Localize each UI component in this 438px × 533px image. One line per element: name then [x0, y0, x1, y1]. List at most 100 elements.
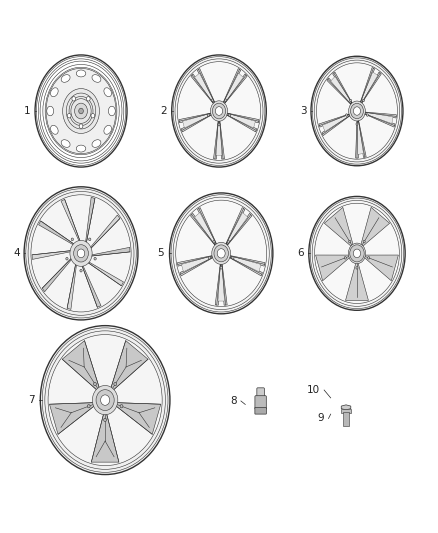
Polygon shape	[191, 213, 217, 247]
Ellipse shape	[104, 418, 106, 422]
Ellipse shape	[353, 107, 360, 115]
Polygon shape	[357, 122, 364, 155]
Ellipse shape	[349, 240, 351, 243]
Ellipse shape	[207, 114, 209, 116]
Polygon shape	[228, 256, 262, 276]
Polygon shape	[226, 213, 252, 247]
Ellipse shape	[220, 266, 223, 269]
Ellipse shape	[366, 114, 368, 116]
Polygon shape	[346, 262, 368, 301]
Polygon shape	[92, 410, 119, 462]
Polygon shape	[181, 114, 213, 132]
Polygon shape	[49, 402, 97, 434]
Ellipse shape	[94, 383, 96, 386]
Ellipse shape	[215, 107, 223, 115]
Ellipse shape	[92, 75, 101, 82]
Ellipse shape	[71, 238, 74, 241]
Ellipse shape	[356, 266, 358, 269]
Ellipse shape	[232, 256, 234, 259]
Polygon shape	[358, 118, 366, 157]
Text: 6: 6	[297, 248, 304, 259]
Ellipse shape	[363, 240, 365, 243]
Ellipse shape	[79, 124, 83, 128]
FancyBboxPatch shape	[341, 409, 351, 413]
Ellipse shape	[50, 88, 58, 96]
Ellipse shape	[212, 103, 226, 119]
Polygon shape	[324, 207, 353, 247]
Ellipse shape	[79, 108, 83, 114]
Polygon shape	[224, 73, 244, 102]
Ellipse shape	[74, 245, 88, 262]
Ellipse shape	[172, 55, 266, 167]
Polygon shape	[32, 251, 74, 260]
Ellipse shape	[350, 103, 364, 119]
Ellipse shape	[309, 197, 405, 310]
Polygon shape	[360, 207, 390, 247]
Ellipse shape	[94, 257, 96, 260]
FancyBboxPatch shape	[343, 412, 349, 426]
Polygon shape	[231, 256, 261, 272]
Polygon shape	[332, 72, 353, 105]
Ellipse shape	[87, 405, 90, 408]
Ellipse shape	[177, 62, 261, 160]
Ellipse shape	[227, 240, 230, 243]
Text: 2: 2	[161, 106, 167, 116]
Ellipse shape	[92, 140, 101, 147]
Polygon shape	[364, 255, 399, 281]
Polygon shape	[61, 199, 81, 245]
Polygon shape	[366, 112, 393, 124]
Text: 1: 1	[24, 106, 31, 116]
Text: 5: 5	[158, 248, 164, 259]
Ellipse shape	[96, 390, 114, 410]
Ellipse shape	[344, 256, 346, 259]
Ellipse shape	[61, 75, 70, 82]
Polygon shape	[67, 260, 77, 309]
Polygon shape	[110, 341, 148, 392]
Polygon shape	[223, 69, 241, 104]
Polygon shape	[194, 213, 215, 244]
Ellipse shape	[40, 326, 170, 474]
Ellipse shape	[353, 249, 360, 257]
Ellipse shape	[91, 114, 95, 118]
Polygon shape	[319, 114, 351, 127]
Polygon shape	[327, 78, 353, 106]
Ellipse shape	[48, 335, 162, 466]
Ellipse shape	[72, 96, 76, 101]
Text: 7: 7	[28, 395, 35, 405]
Polygon shape	[191, 74, 215, 105]
Polygon shape	[181, 256, 211, 272]
Polygon shape	[360, 68, 374, 104]
Ellipse shape	[78, 249, 85, 257]
Polygon shape	[197, 69, 215, 104]
Ellipse shape	[348, 243, 366, 264]
Ellipse shape	[67, 114, 71, 118]
Ellipse shape	[114, 383, 117, 386]
Ellipse shape	[76, 145, 86, 152]
Text: 8: 8	[230, 396, 237, 406]
Ellipse shape	[50, 125, 58, 134]
FancyBboxPatch shape	[255, 407, 266, 414]
Ellipse shape	[46, 68, 116, 154]
Polygon shape	[223, 74, 247, 105]
Polygon shape	[213, 119, 219, 159]
FancyBboxPatch shape	[255, 395, 266, 409]
Ellipse shape	[76, 70, 86, 77]
Ellipse shape	[218, 123, 220, 126]
Ellipse shape	[212, 243, 230, 264]
Ellipse shape	[350, 99, 352, 102]
Ellipse shape	[104, 125, 112, 134]
Ellipse shape	[120, 405, 123, 408]
Ellipse shape	[346, 114, 348, 116]
Polygon shape	[356, 119, 358, 158]
Ellipse shape	[311, 56, 403, 166]
Polygon shape	[179, 112, 212, 123]
Polygon shape	[198, 207, 218, 246]
Polygon shape	[363, 112, 396, 118]
Ellipse shape	[229, 114, 231, 116]
Ellipse shape	[208, 256, 211, 259]
Polygon shape	[219, 119, 225, 159]
Polygon shape	[341, 405, 351, 410]
Polygon shape	[228, 114, 255, 128]
Polygon shape	[322, 115, 351, 135]
Ellipse shape	[362, 99, 364, 102]
